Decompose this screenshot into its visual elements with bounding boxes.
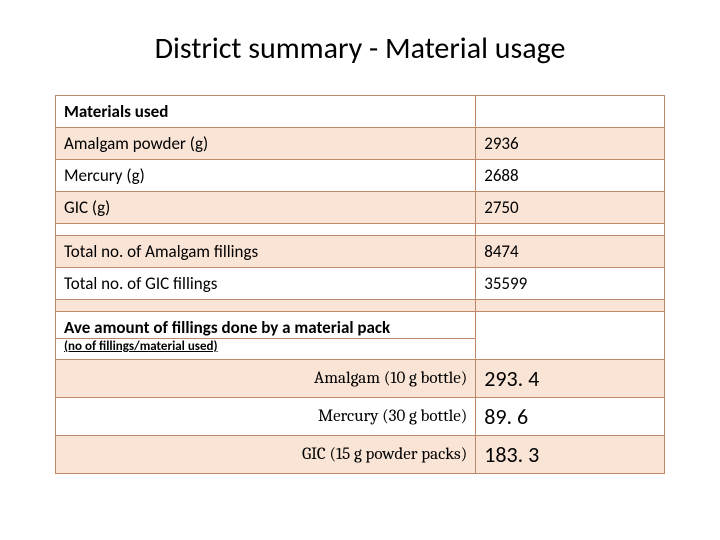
materials-table: Materials used Amalgam powder (g) 2936 M… (55, 95, 665, 474)
row-gic-label: GIC (g) (56, 192, 476, 224)
row-amalgam-powder-value: 2936 (476, 128, 665, 160)
row-total-amalgam-value: 8474 (476, 236, 665, 268)
row-mercury-label: Mercury (g) (56, 160, 476, 192)
materials-header-blank (476, 96, 665, 128)
row-amalgam-powder-label: Amalgam powder (g) (56, 128, 476, 160)
row-mercury-bottle-label: Mercury (30 g bottle) (56, 398, 476, 436)
row-mercury-bottle-value: 89. 6 (476, 398, 665, 436)
row-total-gic-value: 35599 (476, 268, 665, 300)
row-gic-value: 2750 (476, 192, 665, 224)
row-mercury-value: 2688 (476, 160, 665, 192)
row-total-amalgam-label: Total no. of Amalgam fillings (56, 236, 476, 268)
page-title: District summary - Material usage (55, 30, 665, 67)
ave-header-line1: Ave amount of fillings done by a materia… (56, 312, 476, 339)
row-gic-packs-value: 183. 3 (476, 436, 665, 474)
row-amalgam-bottle-value: 293. 4 (476, 360, 665, 398)
row-gic-packs-label: GIC (15 g powder packs) (56, 436, 476, 474)
row-total-gic-label: Total no. of GIC fillings (56, 268, 476, 300)
row-amalgam-bottle-label: Amalgam (10 g bottle) (56, 360, 476, 398)
blank-row (56, 300, 476, 312)
ave-header-line2: (no of fillings/material used) (56, 339, 476, 360)
blank-row (56, 224, 476, 236)
materials-header: Materials used (56, 96, 476, 128)
ave-header-blank (476, 312, 665, 360)
